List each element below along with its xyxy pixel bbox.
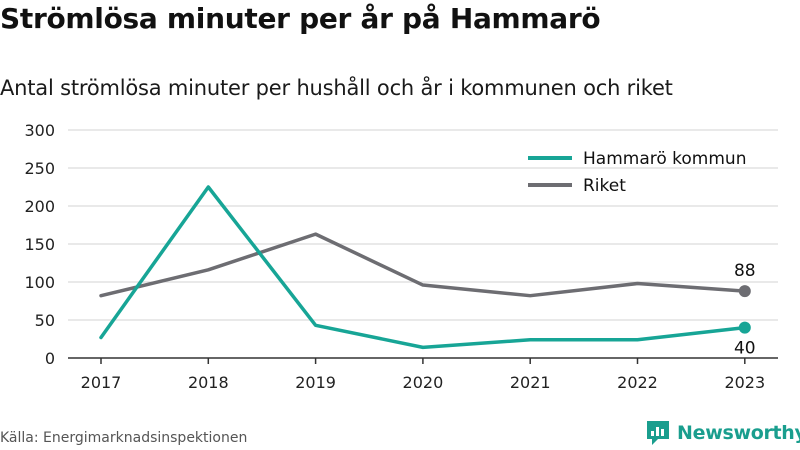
x-tick-label: 2020 [403,373,444,392]
y-tick-label: 150 [24,235,55,254]
x-tick-label: 2023 [724,373,765,392]
brand-name: Newsworthy [677,422,800,444]
chart-subtitle: Antal strömlösa minuter per hushåll och … [0,76,673,100]
data-label-hammaro: 40 [734,339,756,359]
source-note: Källa: Energimarknadsinspektionen [0,430,248,446]
series-line-riket [99,232,747,298]
series-end-point-riket [738,285,751,298]
x-tick-label: 2019 [295,373,336,392]
x-tick-label: 2017 [81,373,122,392]
y-tick-label: 250 [24,159,55,178]
data-label-riket: 88 [734,261,756,281]
y-tick-label: 0 [45,349,55,368]
newsworthy-logo-icon [647,421,669,445]
x-tick-label: 2018 [188,373,229,392]
y-tick-label: 100 [24,273,55,292]
legend-label: Hammarö kommun [583,149,746,169]
series-line-hammaro [99,185,747,350]
line-chart: 0 50 100 150 200 250 300 2017 2018 2019 2020 2021 20… [24,121,778,392]
legend-label: Riket [583,176,626,196]
y-tick-label: 50 [35,311,55,330]
brand-logo: Newsworthy [645,419,800,447]
y-tick-label: 200 [24,197,55,216]
y-tick-label: 300 [24,121,55,140]
x-tick-label: 2021 [510,373,551,392]
x-tick-label: 2022 [617,373,658,392]
chart-title: Strömlösa minuter per år på Hammarö [0,2,601,35]
series-end-point-hammaro [738,321,751,334]
